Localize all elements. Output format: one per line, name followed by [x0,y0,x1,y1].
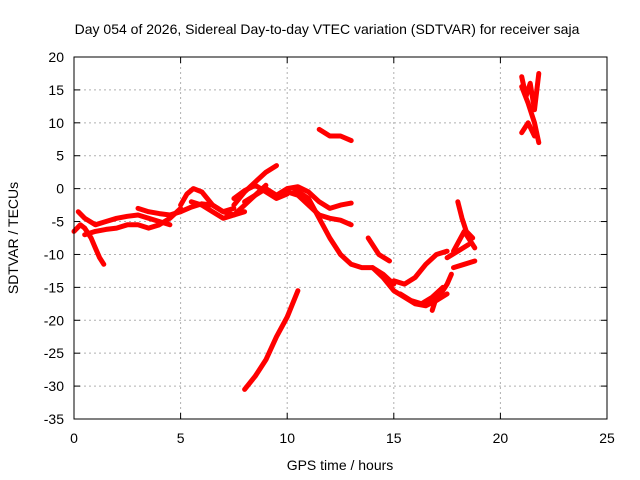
axis-ticks: 0 5 10 15 20 25 20 15 10 5 0 -5 -10 -15 -20 -25 -30 -35 [44,49,615,446]
x-tick-label: 25 [599,430,615,446]
y-tick-label: 15 [48,82,64,98]
sdtvar-arc [429,271,454,313]
sdtvar-arc [451,228,478,254]
sdtvar-arc [316,126,354,144]
sdtvar-arc [365,235,392,264]
y-tick-label: 5 [56,148,64,164]
sdtvar-arc [391,248,450,287]
grid-lines [74,57,607,419]
x-tick-label: 10 [279,430,295,446]
sdtvar-arc [519,120,537,139]
sdtvar-arc [451,258,478,271]
sdtvar-arc [75,209,173,228]
y-tick-label: 10 [48,115,64,131]
y-tick-label: -20 [44,312,64,328]
plot-area [71,71,542,392]
y-tick-label: -15 [44,279,64,295]
sdtvar-arc [71,222,107,267]
y-axis-label: SDTVAR / TECUs [5,182,21,294]
x-tick-label: 20 [493,430,509,446]
sdtvar-arc [455,199,476,241]
sdtvar-arc [135,205,184,218]
x-tick-label: 5 [177,430,185,446]
y-tick-label: -30 [44,378,64,394]
sdtvar-arc [242,184,354,211]
plot-frame [73,56,608,420]
y-tick-label: 20 [48,49,64,65]
x-tick-label: 0 [70,430,78,446]
x-tick-label: 15 [386,430,402,446]
sdtvar-arc [242,288,301,392]
sdtvar-arc [444,242,471,261]
y-tick-label: -10 [44,246,64,262]
sdtvar-arc [397,284,446,307]
sdtvar-arc [231,182,290,201]
y-tick-label: -5 [52,214,65,230]
x-axis-label: GPS time / hours [287,457,394,473]
y-tick-label: 0 [56,181,64,197]
sdtvar-arc [519,84,542,146]
chart-title: Day 054 of 2026, Sidereal Day-to-day VTE… [75,21,580,37]
sdtvar-arc [82,205,184,238]
y-tick-label: -35 [44,411,64,427]
y-tick-label: -25 [44,345,64,361]
